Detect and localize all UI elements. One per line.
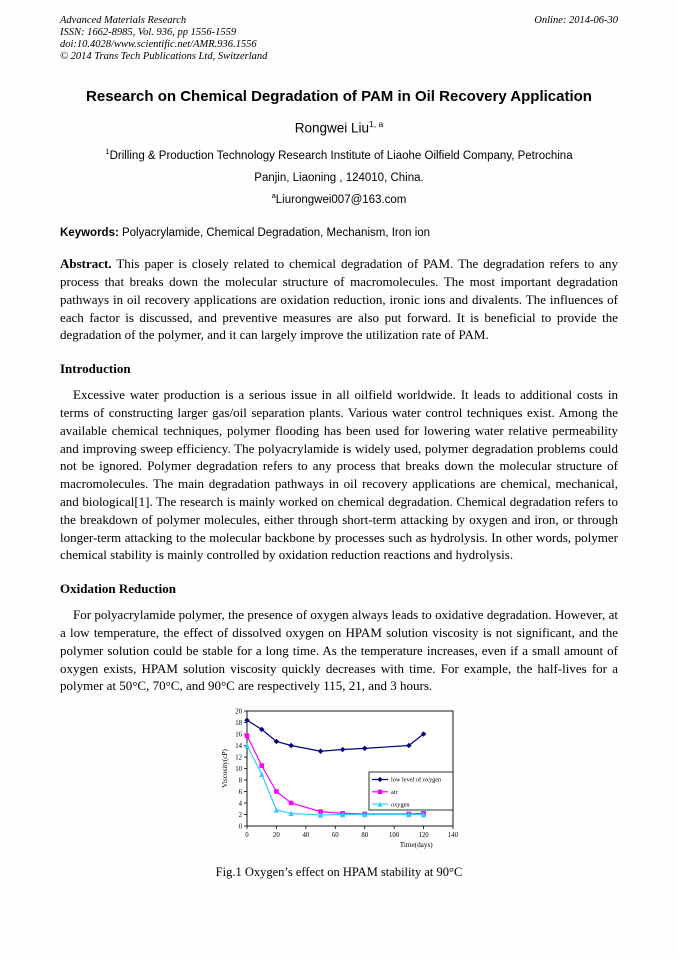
svg-text:low level of oxygen: low level of oxygen: [391, 777, 442, 784]
svg-text:20: 20: [273, 832, 280, 839]
figure-1-caption: Fig.1 Oxygen’s effect on HPAM stability …: [215, 865, 463, 880]
keywords-label: Keywords:: [60, 227, 119, 240]
svg-text:4: 4: [239, 800, 243, 807]
email-line: aLiurongwei007@163.com: [60, 191, 618, 206]
author-line: Rongwei Liu1, a: [60, 119, 618, 136]
section-heading-introduction: Introduction: [60, 361, 131, 377]
svg-text:16: 16: [235, 731, 242, 738]
figure-1-chart: 0 20 40 60 80 100 120 140 0 2 4 6 8 10 12 14 16 18 20 Visco…: [220, 706, 459, 856]
section-heading-oxidation-reduction: Oxidation Reduction: [60, 581, 176, 597]
figure-1: 0 20 40 60 80 100 120 140 0 2 4 6 8 10 12 14 16 18 20 Visco…: [60, 706, 618, 880]
svg-text:air: air: [391, 789, 399, 796]
email-superscript: a: [271, 191, 276, 201]
svg-text:20: 20: [235, 708, 242, 715]
introduction-paragraph: Excessive water production is a serious …: [60, 387, 618, 563]
svg-text:8: 8: [239, 777, 243, 784]
svg-text:Time(days): Time(days): [400, 841, 433, 849]
keywords-text: Polyacrylamide, Chemical Degradation, Me…: [118, 227, 431, 240]
page-title: Research on Chemical Degradation of PAM …: [86, 88, 592, 105]
svg-text:60: 60: [332, 832, 339, 839]
svg-text:18: 18: [235, 720, 242, 727]
journal-info: Advanced Materials Research ISSN: 1662-8…: [60, 15, 267, 63]
doi-line: doi:10.4028/www.scientific.net/AMR.936.1…: [60, 39, 257, 50]
svg-text:80: 80: [361, 832, 368, 839]
affiliation-line-1: 1Drilling & Production Technology Resear…: [60, 147, 618, 162]
online-date: Online: 2014-06-30: [534, 15, 618, 26]
svg-text:0: 0: [245, 832, 249, 839]
email-address: Liurongwei007@163.com: [275, 194, 407, 207]
affiliation-text: Drilling & Production Technology Researc…: [109, 149, 573, 162]
copyright-line: © 2014 Trans Tech Publications Ltd, Swit…: [60, 51, 268, 62]
issn-line: ISSN: 1662-8985, Vol. 936, pp 1556-1559: [60, 27, 237, 38]
svg-text:12: 12: [235, 754, 242, 761]
svg-text:10: 10: [235, 766, 242, 773]
author-superscript: 1, a: [369, 119, 384, 129]
keywords-line: Keywords: Polyacrylamide, Chemical Degra…: [60, 227, 618, 239]
svg-text:120: 120: [418, 832, 429, 839]
svg-text:Viscosity(cP): Viscosity(cP): [221, 749, 229, 788]
author-name: Rongwei Liu: [294, 120, 370, 136]
abstract-text: This paper is closely related to chemica…: [60, 256, 618, 343]
affiliation-superscript: 1: [105, 146, 110, 156]
abstract-paragraph: Abstract. This paper is closely related …: [60, 255, 618, 344]
svg-text:140: 140: [448, 832, 458, 839]
abstract-label: Abstract.: [60, 256, 112, 272]
svg-text:oxygen: oxygen: [391, 801, 410, 808]
affiliation-line-2: Panjin, Liaoning , 124010, China.: [254, 172, 424, 185]
svg-text:40: 40: [302, 832, 309, 839]
svg-text:6: 6: [239, 789, 243, 796]
journal-header: Advanced Materials Research ISSN: 1662-8…: [60, 15, 618, 63]
svg-text:0: 0: [239, 823, 243, 830]
journal-name: Advanced Materials Research: [60, 15, 187, 26]
svg-text:2: 2: [239, 812, 243, 819]
svg-text:100: 100: [389, 832, 400, 839]
svg-text:14: 14: [235, 743, 242, 750]
oxidation-reduction-paragraph: For polyacrylamide polymer, the presence…: [60, 607, 618, 694]
